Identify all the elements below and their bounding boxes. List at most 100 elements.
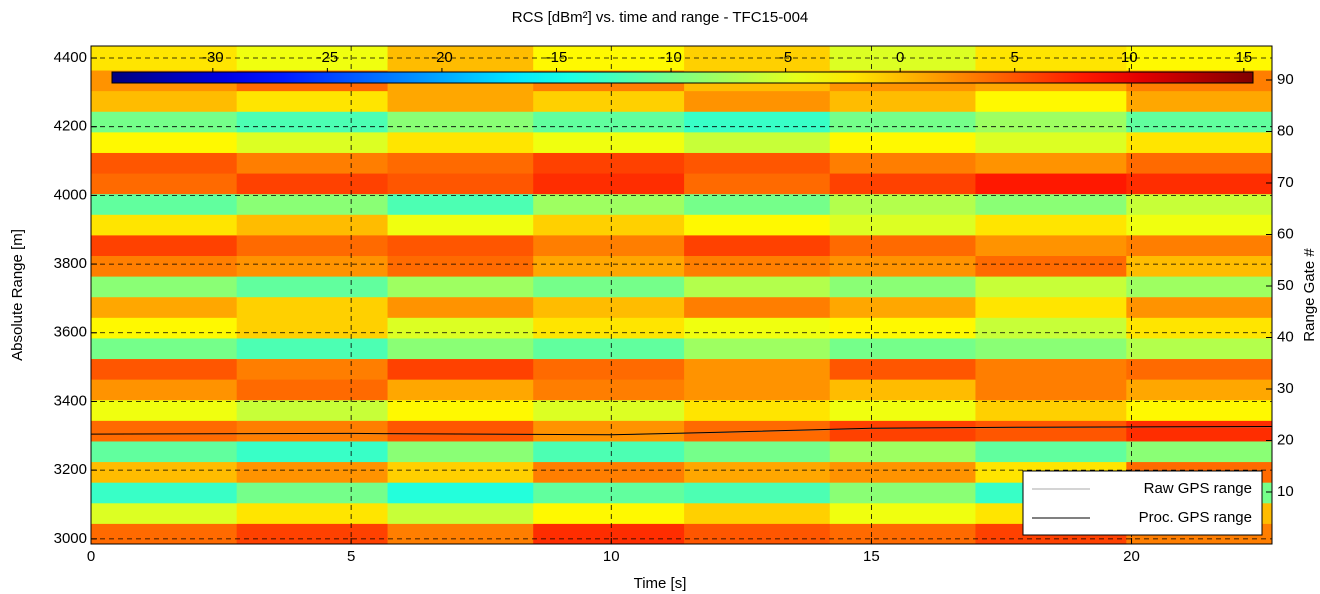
heat-cell	[829, 193, 976, 215]
y2-tick-label: 40	[1277, 328, 1294, 345]
heat-cell	[533, 440, 685, 463]
heat-cell	[387, 379, 534, 401]
heat-cell	[387, 337, 534, 360]
heat-cell	[684, 152, 831, 174]
heat-cell	[1126, 193, 1272, 215]
heat-cell	[975, 440, 1127, 463]
heat-cell	[91, 358, 238, 380]
heat-cell	[533, 276, 685, 298]
heat-cell	[387, 193, 534, 215]
y2-tick-label: 50	[1277, 277, 1294, 294]
colorbar-tick-label: -10	[660, 49, 682, 66]
heat-cell	[387, 461, 534, 483]
heat-cell	[236, 214, 389, 236]
heat-cell	[1126, 152, 1272, 174]
heat-cell	[975, 152, 1127, 174]
heat-cell	[533, 399, 685, 421]
colorbar-tick-label: 5	[1011, 49, 1019, 66]
heat-cell	[91, 317, 238, 339]
heat-cell	[91, 214, 238, 236]
heat-cell	[533, 255, 685, 277]
heat-cell	[1126, 420, 1272, 442]
heat-cell	[387, 296, 534, 318]
heat-cell	[533, 502, 685, 524]
heat-cell	[387, 317, 534, 339]
y-axis-title: Absolute Range [m]	[9, 229, 26, 361]
heat-cell	[387, 90, 534, 112]
heat-cell	[1126, 317, 1272, 339]
y-tick-label: 3200	[54, 461, 87, 478]
heat-cell	[387, 234, 534, 257]
heat-cell	[236, 317, 389, 339]
y2-tick-label: 80	[1277, 122, 1294, 139]
heat-cell	[236, 523, 389, 544]
chart-title: RCS [dBm²] vs. time and range - TFC15-00…	[512, 9, 809, 26]
heat-cell	[533, 379, 685, 401]
heat-cell	[975, 255, 1127, 277]
heat-cell	[1126, 337, 1272, 360]
heat-cell	[533, 111, 685, 133]
heat-cell	[975, 379, 1127, 401]
heat-cell	[829, 461, 976, 483]
heat-cell	[975, 234, 1127, 257]
heat-cell	[684, 482, 831, 504]
heat-cell	[684, 193, 831, 215]
heat-cell	[91, 234, 238, 257]
heat-cell	[91, 461, 238, 483]
heat-cell	[91, 379, 238, 401]
heat-cell	[533, 523, 685, 544]
heat-cell	[1126, 296, 1272, 318]
heat-cell	[684, 337, 831, 360]
heat-cell	[975, 46, 1127, 71]
heat-cell	[236, 502, 389, 524]
heat-cell	[91, 173, 238, 195]
x-tick-label: 0	[87, 548, 95, 565]
heat-cell	[684, 461, 831, 483]
y2-tick-label: 90	[1277, 71, 1294, 88]
heat-cell	[533, 90, 685, 112]
colorbar-tick-label: -30	[202, 49, 224, 66]
y2-axis-title: Range Gate #	[1301, 248, 1318, 342]
y-tick-label: 3000	[54, 530, 87, 547]
heat-cell	[236, 379, 389, 401]
x-axis-title: Time [s]	[634, 575, 687, 592]
heat-cell	[829, 276, 976, 298]
heat-cell	[1126, 234, 1272, 257]
heat-cell	[829, 173, 976, 195]
heat-cell	[684, 523, 831, 544]
x-tick-label: 20	[1123, 548, 1140, 565]
heat-cell	[236, 482, 389, 504]
heat-cell	[387, 358, 534, 380]
y-tick-label: 3400	[54, 392, 87, 409]
heat-cell	[387, 131, 534, 153]
heat-cell	[975, 317, 1127, 339]
heat-cell	[975, 337, 1127, 360]
colorbar-tick-label: -15	[546, 49, 568, 66]
heat-cell	[975, 420, 1127, 442]
heat-cell	[975, 358, 1127, 380]
heat-cell	[236, 131, 389, 153]
heat-cell	[975, 214, 1127, 236]
heat-cell	[91, 193, 238, 215]
heat-cell	[236, 337, 389, 360]
y-tick-label: 3800	[54, 255, 87, 272]
heat-cell	[91, 420, 238, 442]
heat-cell	[684, 317, 831, 339]
heat-cell	[975, 173, 1127, 195]
colorbar-tick-label: -20	[431, 49, 453, 66]
heat-cell	[387, 523, 534, 544]
heat-cell	[975, 399, 1127, 421]
heat-cell	[684, 111, 831, 133]
heat-cell	[975, 276, 1127, 298]
heat-cell	[1126, 90, 1272, 112]
colorbar-tick-label: 10	[1121, 49, 1138, 66]
heat-cell	[533, 296, 685, 318]
heat-cell	[91, 523, 238, 544]
heat-cell	[684, 173, 831, 195]
heat-cell	[387, 111, 534, 133]
heat-cell	[975, 296, 1127, 318]
heat-cell	[91, 399, 238, 421]
heat-cell	[1126, 131, 1272, 153]
heat-cell	[533, 234, 685, 257]
